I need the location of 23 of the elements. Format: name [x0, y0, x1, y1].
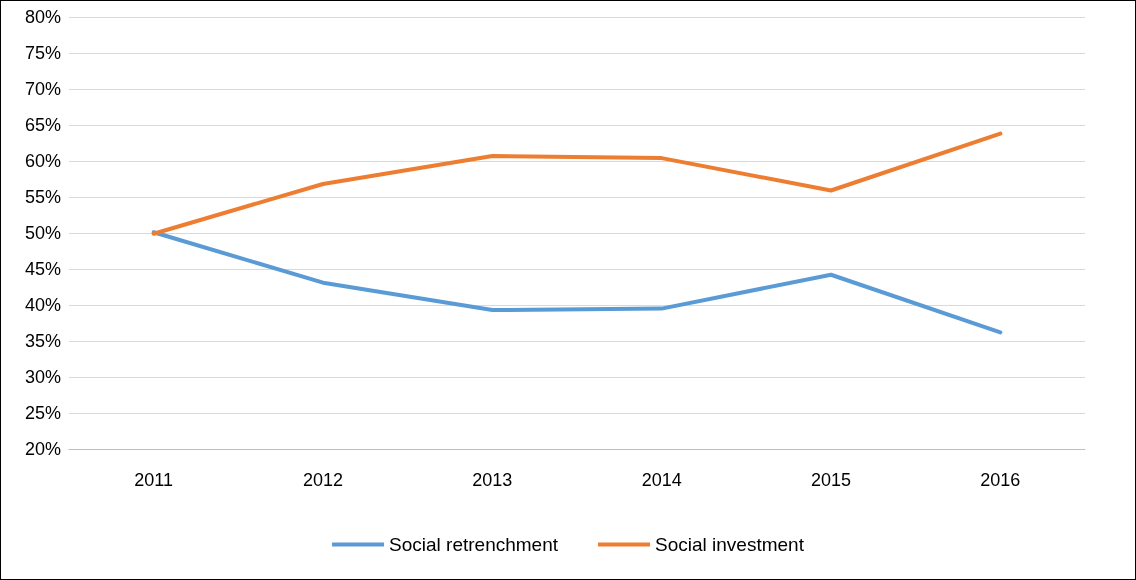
y-tick-label: 55% — [24, 187, 61, 207]
x-tick-label: 2013 — [472, 470, 513, 490]
line-series — [151, 131, 1003, 236]
legend-label: Social investment — [655, 534, 805, 555]
y-tick-label: 70% — [24, 79, 61, 99]
y-tick-label: 50% — [24, 223, 61, 243]
y-tick-label: 20% — [24, 439, 61, 459]
y-tick-label: 75% — [24, 43, 61, 63]
y-tick-label: 60% — [24, 151, 61, 171]
x-tick-label: 2016 — [980, 470, 1021, 490]
y-tick-label: 25% — [24, 403, 61, 423]
y-tick-label: 45% — [24, 259, 61, 279]
y-tick-label: 30% — [24, 367, 61, 387]
x-tick-label: 2011 — [134, 470, 174, 490]
x-tick-label: 2012 — [302, 470, 344, 490]
y-tick-label: 40% — [24, 295, 61, 315]
line-series — [151, 230, 1003, 335]
y-tick-label: 35% — [24, 331, 61, 351]
x-tick-label: 2014 — [641, 470, 682, 490]
y-tick-label: 65% — [24, 115, 61, 135]
y-tick-label: 80% — [24, 7, 61, 27]
x-tick-label: 2015 — [810, 470, 852, 490]
legend-label: Social retrenchment — [389, 534, 559, 555]
